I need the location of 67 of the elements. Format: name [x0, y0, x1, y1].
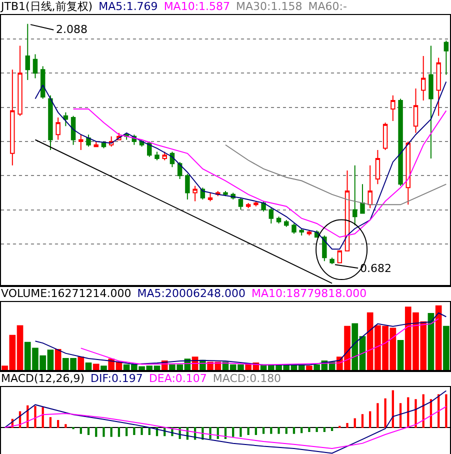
candlestick [147, 140, 152, 158]
candlestick [63, 112, 68, 127]
candlestick [78, 134, 84, 150]
candlestick [185, 173, 190, 200]
candlestick [18, 45, 22, 116]
candlestick [375, 150, 380, 185]
candlestick [344, 170, 350, 252]
text: DEA:0.107 [148, 372, 207, 385]
text: DIF:0.197 [90, 372, 143, 385]
candlestick [436, 57, 441, 116]
candlestick [360, 184, 365, 214]
bar [78, 356, 84, 370]
candlestick [261, 200, 266, 212]
candlestick [254, 200, 258, 207]
candlestick [284, 220, 289, 228]
annotation: 0.682 [360, 262, 392, 275]
text: MA60:- [308, 0, 347, 13]
candlestick [10, 69, 15, 166]
bar [85, 362, 92, 370]
candlestick [154, 151, 160, 161]
candlestick [421, 56, 426, 101]
candlestick [299, 228, 304, 236]
text: MA30:1.158 [236, 0, 302, 13]
text: MA10:18779818.000 [251, 287, 367, 300]
candlestick [86, 134, 91, 148]
candlestick [368, 164, 372, 209]
text: MA10:1.587 [164, 0, 230, 13]
bar [428, 313, 434, 370]
candlestick [56, 117, 60, 140]
text: MA5:1.769 [98, 0, 158, 13]
bar [54, 348, 62, 370]
chart-title: VOLUME:16271214.000 [1, 287, 132, 300]
bar [443, 326, 450, 370]
candlestick [413, 88, 418, 134]
candlestick [48, 94, 53, 150]
bar [397, 340, 404, 370]
candlestick [428, 45, 434, 160]
candlestick [352, 164, 358, 226]
candlestick [238, 197, 244, 210]
candlestick [162, 151, 167, 161]
candlestick [25, 23, 30, 80]
text: MA5:20006248.000 [137, 287, 246, 300]
candlestick [268, 208, 274, 224]
bar [100, 366, 107, 370]
chart-title: JTB1(日线,前复权) [1, 0, 93, 13]
candlestick [406, 140, 411, 206]
bar [306, 366, 312, 370]
candlestick [192, 185, 198, 202]
candlestick [330, 257, 334, 265]
candlestick [398, 98, 403, 186]
candlestick [208, 192, 213, 202]
bar [92, 364, 100, 370]
candlestick [223, 190, 228, 197]
candlestick [292, 222, 296, 234]
candlestick [276, 216, 282, 224]
candlestick [382, 122, 388, 150]
candlestick [322, 234, 327, 262]
candlestick [337, 250, 342, 264]
text: MACD:0.180 [212, 372, 282, 385]
bar [435, 305, 442, 370]
candlestick [70, 115, 76, 146]
candlestick [390, 94, 396, 122]
chart-title: MACD(12,26,9) [1, 372, 85, 385]
annotation: 2.088 [56, 23, 88, 36]
candlestick [444, 40, 449, 76]
candlestick [246, 202, 251, 209]
candlestick [32, 54, 38, 79]
